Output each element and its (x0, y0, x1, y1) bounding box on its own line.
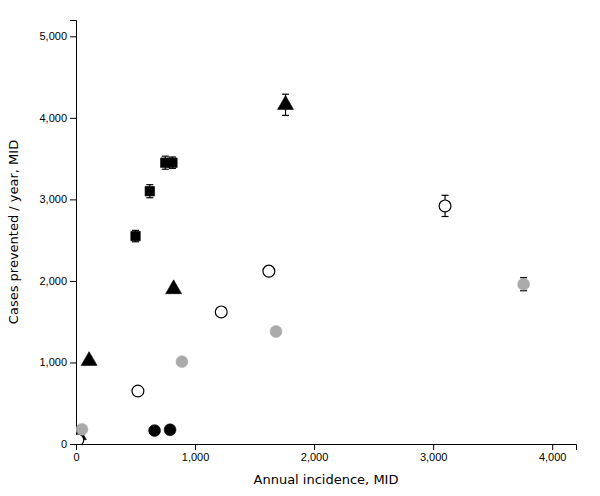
tick-label: 3,000 (420, 451, 448, 463)
point (270, 326, 282, 338)
tick: 3,000 (39, 193, 76, 205)
error-cap (132, 230, 139, 231)
error-cap (169, 168, 176, 169)
tick-label: 1,000 (182, 451, 210, 463)
axis-line (70, 21, 77, 445)
tick-mark (552, 444, 553, 450)
tick-mark (70, 281, 76, 282)
axis-line (77, 445, 577, 451)
series (149, 424, 176, 437)
tick: 5,000 (39, 30, 76, 42)
point (81, 352, 97, 366)
point (278, 96, 294, 110)
tick-mark (70, 444, 76, 445)
error-cap (146, 184, 153, 185)
tick: 1,000 (182, 444, 210, 463)
tick-label: 2,000 (301, 451, 329, 463)
tick-mark (195, 444, 196, 450)
tick-label: 4,000 (539, 451, 567, 463)
error-cap (282, 115, 289, 116)
error-cap (169, 156, 176, 157)
tick: 1,000 (39, 356, 76, 368)
y-axis: 0 1,000 2,000 3,000 4,000 5,000 (39, 21, 76, 451)
series (76, 94, 293, 439)
point (149, 425, 161, 437)
error-cap (442, 195, 449, 196)
tick-mark (314, 444, 315, 450)
tick: 4,000 (539, 444, 567, 463)
tick-label: 2,000 (39, 275, 67, 287)
error-cap (132, 241, 139, 242)
tick: 2,000 (301, 444, 329, 463)
tick-label: 0 (61, 438, 67, 450)
tick-label: 4,000 (39, 112, 67, 124)
error-cap (282, 94, 289, 95)
point (76, 423, 88, 435)
point (131, 231, 140, 240)
point (164, 424, 176, 436)
error-cap (162, 156, 169, 157)
tick: 4,000 (39, 112, 76, 124)
point (176, 356, 188, 368)
chart: 0 1,000 2,000 3,000 4,000 0 1,000 2,000 3,000 4,0… (0, 0, 600, 496)
plot: 0 1,000 2,000 3,000 4,000 0 1,000 2,000 3,000 4,0… (39, 21, 576, 463)
x-axis-title: Annual incidence, MID (254, 472, 399, 487)
point (215, 306, 227, 318)
tick-mark (70, 199, 76, 200)
tick-label: 0 (73, 451, 79, 463)
point (439, 200, 451, 212)
y-axis-title: Cases prevented / year, MID (6, 140, 21, 324)
tick: 3,000 (420, 444, 448, 463)
error-cap (442, 216, 449, 217)
tick-mark (70, 362, 76, 363)
series (76, 278, 530, 436)
tick-label: 5,000 (39, 30, 67, 42)
tick-label: 3,000 (39, 193, 67, 205)
point (263, 265, 275, 277)
point (145, 186, 154, 195)
tick: 0 (73, 444, 79, 463)
marks (76, 94, 530, 444)
point (132, 385, 144, 397)
error-cap (146, 197, 153, 198)
tick-label: 1,000 (39, 356, 67, 368)
point (518, 278, 530, 290)
tick: 0 (61, 438, 76, 450)
point (168, 158, 177, 167)
series (131, 156, 177, 242)
point (166, 280, 182, 294)
series (76, 195, 451, 444)
tick-mark (70, 118, 76, 119)
x-axis: 0 1,000 2,000 3,000 4,000 (73, 444, 576, 463)
tick-mark (433, 444, 434, 450)
error-cap (162, 169, 169, 170)
tick: 2,000 (39, 275, 76, 287)
tick-mark (70, 36, 76, 37)
